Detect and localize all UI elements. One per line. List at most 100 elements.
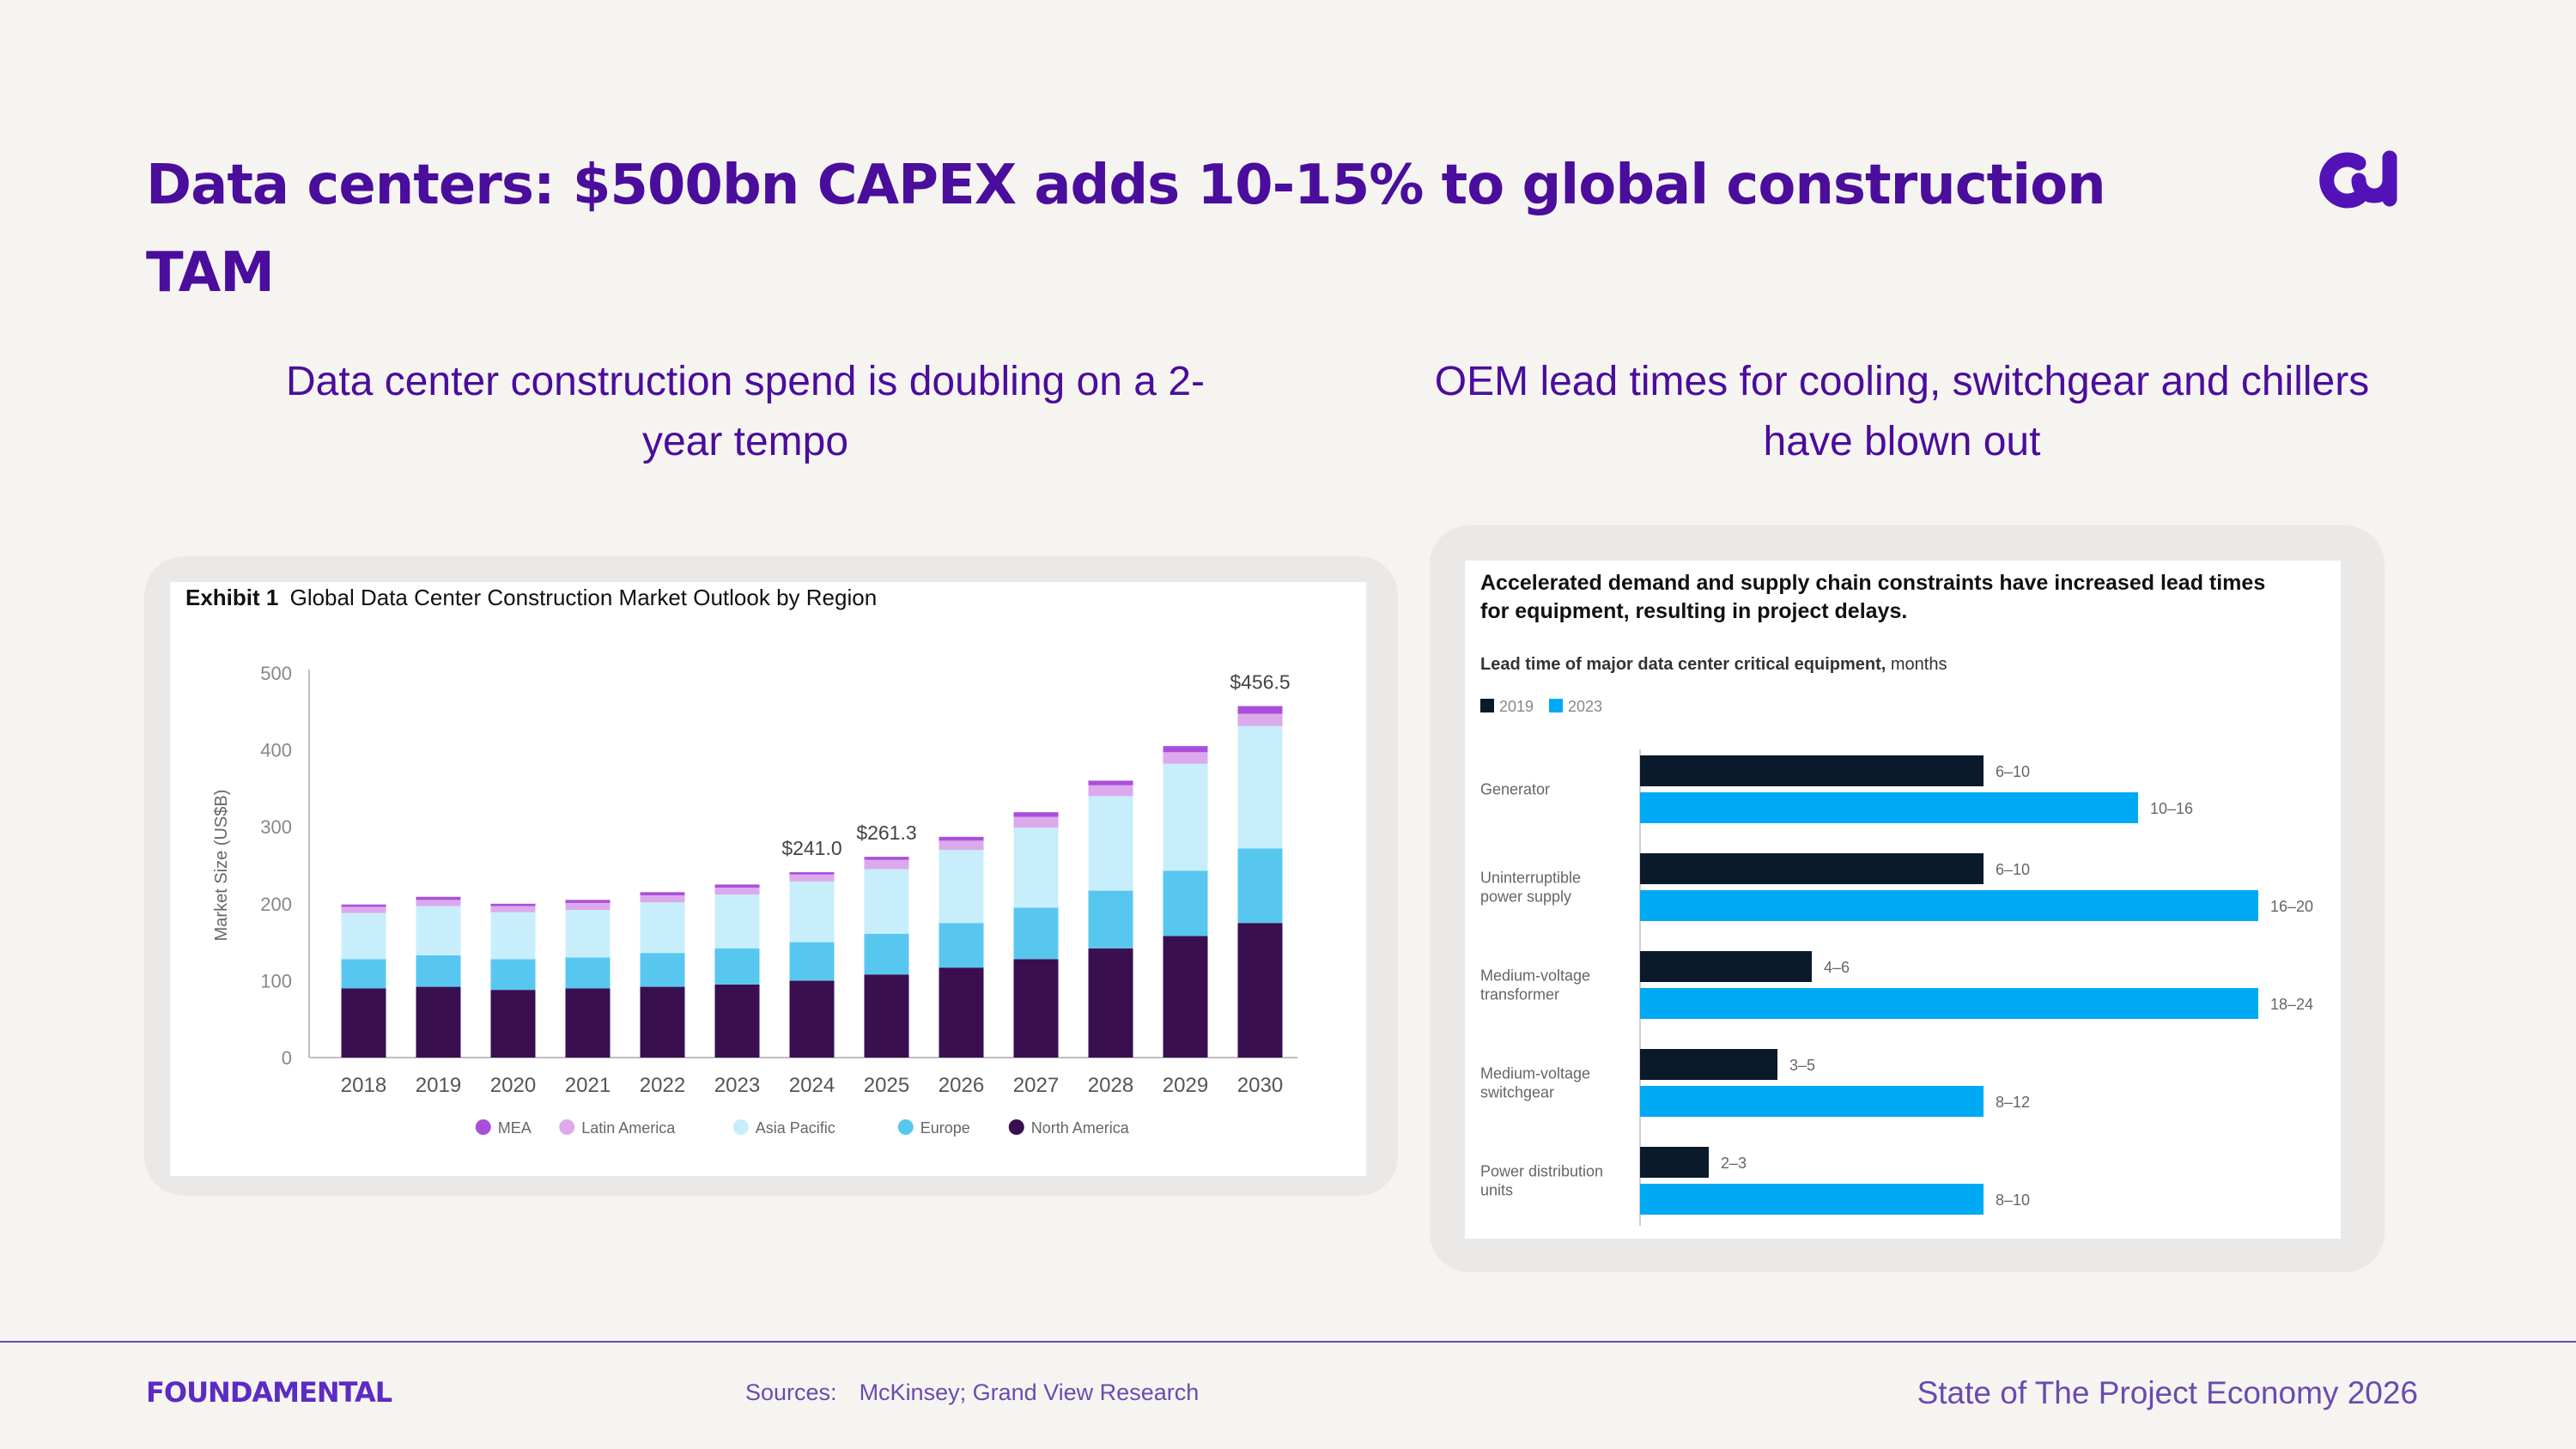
bar-segment-north-america — [789, 980, 835, 1058]
bar-value-label: 8–12 — [1996, 1094, 2030, 1111]
y-tick-label: 500 — [260, 663, 292, 684]
y-axis-label: Market Size (US$B) — [212, 790, 231, 942]
category-label: transformer — [1480, 986, 1559, 1003]
brand-wordmark: FOUNDAMENTAL — [146, 1376, 392, 1409]
bar-segment-latin-america — [565, 902, 611, 910]
bar-segment-north-america — [416, 986, 461, 1058]
bar-segment-mea — [416, 896, 461, 900]
bar-segment-asia-pacific — [939, 850, 984, 924]
lead-time-chart: Accelerated demand and supply chain cons… — [1480, 571, 2313, 1226]
legend-marker — [732, 1119, 749, 1135]
bar-segment-latin-america — [939, 840, 984, 851]
bar-segment-mea — [789, 872, 835, 875]
bar-total-label: $261.3 — [856, 822, 916, 844]
bar-segment-asia-pacific — [1163, 763, 1208, 871]
bar-segment-latin-america — [341, 906, 386, 913]
x-tick-label: 2029 — [1163, 1074, 1208, 1097]
legend-marker — [1480, 699, 1494, 712]
bar-segment-mea — [490, 903, 536, 906]
bar-segment-north-america — [1088, 948, 1133, 1058]
category-label: Power distribution — [1480, 1163, 1603, 1180]
bar-segment-europe — [1237, 848, 1283, 924]
right-subtitle: OEM lead times for cooling, switchgear a… — [1434, 359, 2370, 464]
x-tick-label: 2025 — [864, 1074, 909, 1097]
bar-segment-europe — [714, 948, 760, 985]
left-chart-panel: Exhibit 1 Global Data Center Constructio… — [144, 556, 1398, 1196]
bar-value-label: 16–20 — [2270, 898, 2313, 915]
bar-value-label: 6–10 — [1996, 861, 2030, 878]
bar-segment-mea — [714, 884, 760, 888]
bar-segment-north-america — [714, 984, 760, 1058]
bar-value-label: 18–24 — [2270, 996, 2313, 1013]
footer-divider — [0, 1341, 2576, 1343]
bar-segment-europe — [939, 923, 984, 968]
bar-segment-latin-america — [714, 887, 760, 895]
bar-segment-latin-america — [416, 900, 461, 906]
x-tick-label: 2020 — [490, 1074, 536, 1097]
bar-2019 — [1640, 951, 1812, 982]
foundamental-logo-icon — [2319, 150, 2397, 209]
bar-2023 — [1640, 792, 2138, 823]
right-chart-panel: Accelerated demand and supply chain cons… — [1430, 525, 2385, 1272]
legend-label: MEA — [498, 1119, 532, 1137]
bar-2023 — [1640, 890, 2258, 921]
bar-segment-latin-america — [789, 874, 835, 882]
legend-marker — [1549, 699, 1563, 712]
bar-segment-mea — [1163, 746, 1208, 753]
chart-title: Accelerated demand and supply chain cons… — [1480, 571, 2265, 623]
bar-segment-north-america — [640, 986, 685, 1058]
left-subtitle: Data center construction spend is doubli… — [286, 359, 1205, 464]
bar-segment-north-america — [490, 990, 536, 1058]
legend-marker — [1008, 1119, 1024, 1135]
y-tick-label: 100 — [260, 970, 292, 991]
bar-value-label: 4–6 — [1824, 959, 1850, 976]
bar-segment-latin-america — [1163, 752, 1208, 764]
market-outlook-chart: Exhibit 1 Global Data Center Constructio… — [185, 585, 1297, 1137]
bar-segment-north-america — [1013, 959, 1059, 1058]
bar-segment-north-america — [565, 988, 611, 1058]
y-tick-label: 400 — [260, 740, 292, 761]
legend-label: Asia Pacific — [756, 1119, 835, 1137]
report-title: State of The Project Economy 2026 — [1917, 1375, 2418, 1410]
chart-title: Exhibit 1 Global Data Center Constructio… — [185, 585, 877, 610]
bar-segment-europe — [416, 955, 461, 987]
bar-segment-mea — [939, 836, 984, 841]
bar-value-label: 3–5 — [1789, 1057, 1815, 1074]
bar-segment-europe — [341, 959, 386, 989]
bar-segment-asia-pacific — [1088, 796, 1133, 891]
bar-segment-mea — [1237, 706, 1283, 714]
chart-title-text: Global Data Center Construction Market O… — [290, 585, 878, 610]
bar-segment-north-america — [864, 974, 909, 1058]
legend-marker — [559, 1119, 575, 1135]
legend-label: Latin America — [581, 1119, 676, 1137]
legend-label: Europe — [920, 1119, 970, 1137]
bar-segment-latin-america — [490, 906, 536, 912]
legend-label: 2019 — [1499, 698, 1534, 715]
bar-2023 — [1640, 988, 2258, 1019]
bar-segment-mea — [565, 900, 611, 903]
market-outlook-chart-card: Exhibit 1 Global Data Center Constructio… — [170, 582, 1366, 1176]
bar-value-label: 8–10 — [1996, 1191, 2030, 1209]
slide-title: Data centers: $500bn CAPEX adds 10-15% t… — [146, 154, 2106, 305]
bar-2019 — [1640, 1147, 1709, 1178]
category-label: switchgear — [1480, 1084, 1554, 1101]
x-tick-label: 2024 — [789, 1074, 835, 1097]
legend-label: 2023 — [1568, 698, 1602, 715]
bar-total-label: $456.5 — [1230, 671, 1290, 694]
bar-segment-europe — [789, 942, 835, 981]
bar-segment-latin-america — [640, 894, 685, 903]
category-label: Generator — [1480, 781, 1550, 798]
bar-segment-europe — [565, 957, 611, 989]
bar-segment-mea — [1088, 780, 1133, 785]
category-label: Medium-voltage — [1480, 967, 1590, 985]
bar-segment-asia-pacific — [864, 869, 909, 934]
bar-segment-europe — [1088, 890, 1133, 949]
bar-value-label: 10–16 — [2150, 800, 2193, 817]
bar-2023 — [1640, 1086, 1984, 1117]
bar-value-label: 6–10 — [1996, 763, 2030, 780]
bar-segment-asia-pacific — [1237, 725, 1283, 849]
category-label: Uninterruptible — [1480, 870, 1581, 887]
x-tick-label: 2030 — [1237, 1074, 1283, 1097]
bar-segment-asia-pacific — [341, 912, 386, 960]
legend-label: North America — [1031, 1119, 1130, 1137]
